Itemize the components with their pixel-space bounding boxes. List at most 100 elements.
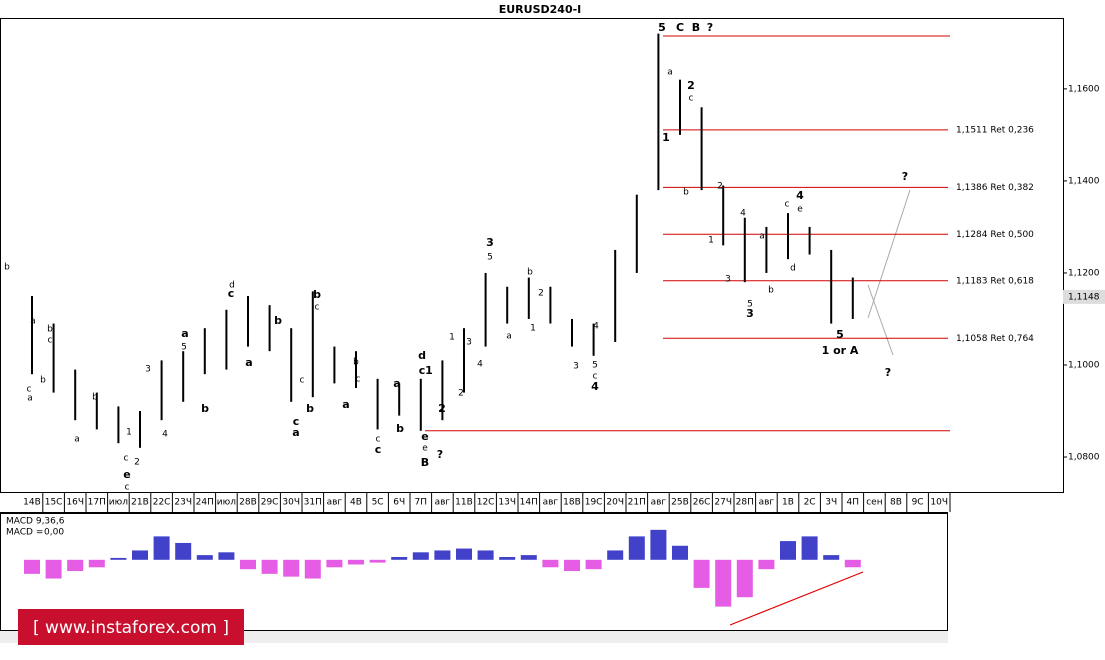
wave-label: B <box>692 21 700 34</box>
wave-label: b <box>353 358 359 368</box>
wave-label: b <box>92 393 98 403</box>
macd-bar <box>758 559 775 570</box>
macd-bar <box>844 559 861 568</box>
y-tick-label: 1,1200 <box>1068 268 1100 278</box>
price-bar <box>700 107 703 191</box>
wave-label: b <box>683 188 689 198</box>
macd-bar <box>218 552 235 560</box>
wave-label: e <box>421 430 428 443</box>
macd-bar <box>67 559 84 572</box>
macd-bar <box>477 550 494 560</box>
macd-bar <box>780 541 796 560</box>
price-bar <box>830 249 833 324</box>
wave-label: 1 or A <box>822 344 859 357</box>
x-tick-label: авг <box>759 498 775 508</box>
x-tick-label: авг <box>435 498 451 508</box>
x-tick-label: 5С <box>372 498 384 508</box>
x-tick-label: 15С <box>45 498 63 508</box>
x-tick-label: 8В <box>890 498 902 508</box>
macd-bar <box>693 559 710 588</box>
x-tick-label: сен <box>866 498 882 508</box>
macd-bar <box>240 559 256 570</box>
price-bar <box>52 323 55 393</box>
macd-value: 0,00 <box>44 528 64 538</box>
x-tick-label: июл <box>109 498 128 508</box>
price-bar <box>139 411 141 448</box>
macd-frame <box>0 513 948 631</box>
wave-label: b <box>47 325 53 335</box>
macd-bar <box>304 559 321 579</box>
wave-label: 1 <box>662 131 670 144</box>
wave-label: 1 <box>126 428 132 438</box>
price-bar <box>376 378 379 430</box>
projection-line <box>867 284 894 356</box>
wave-label: c <box>228 287 235 300</box>
price-bar <box>571 318 573 347</box>
macd-bar <box>542 559 559 568</box>
macd-bar <box>45 559 62 579</box>
wave-label: b <box>274 314 282 327</box>
fib-label: 1,1511 Ret 0,236 <box>956 125 1034 135</box>
projection-line <box>867 189 911 319</box>
price-bar <box>160 360 163 421</box>
wave-label: b <box>527 268 533 278</box>
wave-label: 2 <box>438 402 446 415</box>
wave-label: c <box>689 94 694 104</box>
macd-bar <box>607 550 624 560</box>
wave-label: e <box>422 444 428 454</box>
macd-bar <box>196 555 213 560</box>
x-tick-label: 10Ч <box>930 498 948 508</box>
macd-bar <box>736 559 753 598</box>
x-tick-label: 17П <box>88 498 106 508</box>
x-tick-label: 9С <box>912 498 924 508</box>
price-bar <box>290 328 293 402</box>
wave-label: 3 <box>725 275 731 285</box>
wave-label: c <box>125 483 130 493</box>
wave-label: a <box>759 232 765 242</box>
wave-label: C <box>676 21 684 34</box>
wave-label: a <box>342 398 349 411</box>
wave-label: c <box>124 454 129 464</box>
wave-label: b <box>40 376 46 386</box>
wave-label: a <box>393 377 400 390</box>
x-tick-label: 1В <box>782 498 794 508</box>
watermark-box <box>18 609 244 645</box>
price-bar <box>463 328 465 393</box>
wave-label: c <box>376 435 381 445</box>
fib-label: 1,1386 Ret 0,382 <box>956 183 1034 193</box>
wave-label: a <box>27 394 33 404</box>
price-bar <box>117 406 120 444</box>
wave-label: b <box>201 402 209 415</box>
wave-label: e <box>123 468 130 481</box>
x-tick-label: 20Ч <box>606 498 624 508</box>
wave-label: c <box>293 415 300 428</box>
price-bar <box>247 295 249 347</box>
wave-label: 1 <box>449 333 455 343</box>
wave-label: c <box>27 385 32 395</box>
macd-bar <box>132 550 148 560</box>
x-tick-label: 24П <box>196 498 214 508</box>
wave-label: c <box>356 375 361 385</box>
wave-label: b <box>768 286 774 296</box>
wave-label: 4 <box>591 380 599 393</box>
last-price-box <box>1063 289 1105 304</box>
macd-bar <box>153 536 170 560</box>
x-tick-label: 16Ч <box>66 498 84 508</box>
wave-label: 2 <box>538 289 544 299</box>
wave-label: a <box>74 435 80 445</box>
y-tick-label: 1,1400 <box>1068 176 1100 186</box>
price-bar <box>743 217 746 283</box>
wave-label: 2 <box>458 389 464 399</box>
price-bar <box>31 295 33 375</box>
macd-bar <box>369 559 386 563</box>
wave-label: a <box>292 426 299 439</box>
price-bar <box>549 286 552 324</box>
macd-bar <box>715 559 732 607</box>
x-tick-label: 28В <box>239 498 257 508</box>
x-tick-label: 21В <box>131 498 149 508</box>
macd-bar <box>110 557 127 560</box>
price-bar <box>592 323 595 356</box>
x-tick-label: июл <box>217 498 236 508</box>
wave-label: b <box>396 422 404 435</box>
x-tick-label: 3Ч <box>825 498 837 508</box>
